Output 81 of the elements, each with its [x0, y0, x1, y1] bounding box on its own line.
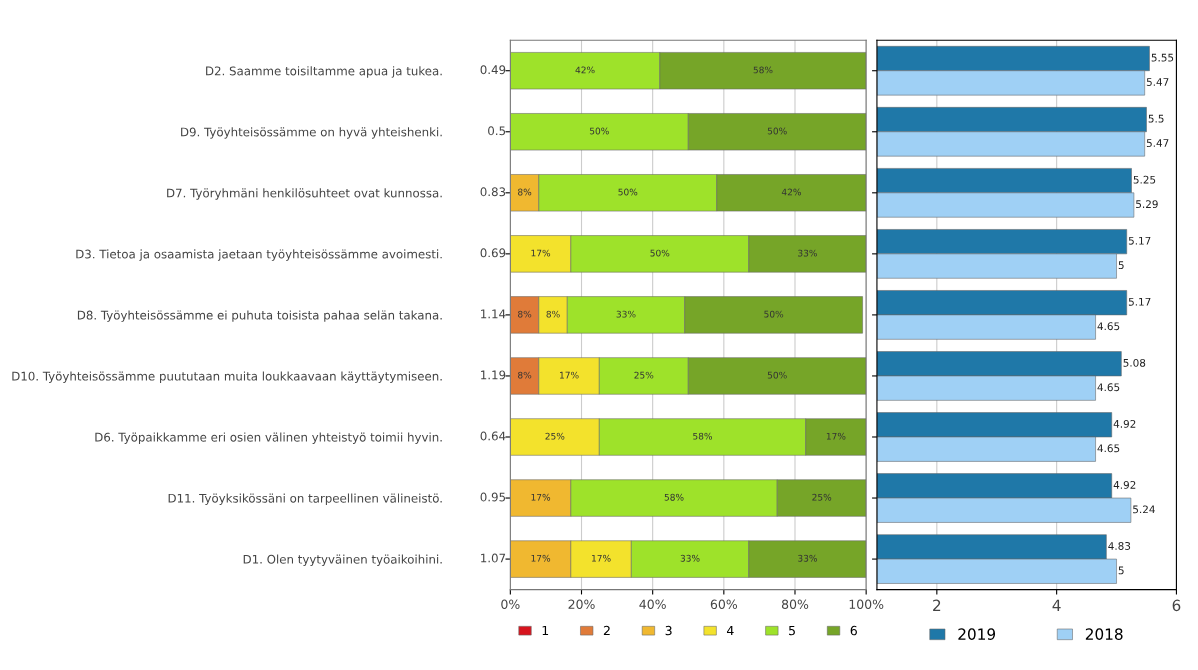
x-tick-label: 2 [933, 599, 941, 611]
text: 1.19 [481, 370, 506, 380]
legend-label: 2 [603, 625, 610, 636]
x-tick-label: 80% [781, 599, 809, 609]
data-label: 5.17 [1128, 297, 1151, 306]
data-label: 25% [545, 432, 565, 440]
y-tick-label: D7. Työryhmäni henkilösuhteet ovat kunnossa. [167, 188, 442, 200]
data-label: 4.83 [1108, 542, 1131, 550]
data-label: 33% [680, 554, 700, 562]
legend-label: 2018 [1085, 628, 1123, 640]
x-tick-label: 6 [1172, 599, 1181, 612]
data-label: 8% [518, 371, 532, 379]
data-label: 5.24 [1133, 505, 1155, 514]
x-tick-label: 60% [710, 599, 738, 609]
text: 0.64 [480, 431, 506, 441]
data-label: 5 [1118, 261, 1124, 270]
data-label: 17% [560, 371, 579, 379]
data-label: 42% [575, 66, 595, 74]
data-label: 17% [592, 554, 611, 562]
data-label: 5.5 [1148, 114, 1164, 123]
y-tick-label: D6. Työpaikkamme eri osien välinen yhteistyö toimii hyvin. [95, 432, 442, 444]
data-label: 4.65 [1097, 444, 1120, 453]
data-label: 8% [518, 188, 532, 196]
y-tick-label: D8. Työyhteisössämme ei puhuta toisista pahaa selän takana. [77, 310, 442, 322]
data-label: 4.92 [1113, 480, 1136, 489]
text: 1.07 [481, 553, 506, 563]
text: 0.49 [480, 65, 506, 75]
x-tick-label: 0% [501, 599, 520, 609]
x-tick-label: 100% [849, 599, 884, 609]
data-label: 17% [531, 493, 551, 501]
data-label: 58% [753, 66, 773, 74]
y-tick-label: D1. Olen tyytyväinen työaikoihini. [243, 554, 442, 567]
y-tick-label: D11. Työyksikössäni on tarpeellinen välineistö. [168, 493, 442, 505]
data-label: 17% [531, 249, 551, 257]
y-tick-label: D10. Työyhteisössämme puututaan muita loukkaavaan käyttäytymiseen. [12, 371, 442, 383]
text: 1.14 [481, 309, 506, 319]
data-label: 58% [693, 432, 713, 440]
data-label: 58% [664, 493, 684, 501]
data-label: 25% [634, 371, 654, 379]
text: 0.83 [480, 187, 506, 197]
data-label: 5.08 [1123, 358, 1146, 367]
data-label: 42% [781, 188, 801, 196]
data-label: 8% [518, 310, 532, 318]
data-label: 50% [618, 188, 638, 196]
data-label: 5.47 [1146, 139, 1169, 147]
data-label: 4.92 [1113, 419, 1136, 428]
y-tick-label: D2. Saamme toisiltamme apua ja tukea. [206, 66, 442, 78]
data-label: 8% [546, 310, 560, 318]
y-tick-label: D3. Tietoa ja osaamista jaetaan työyhteisössämme avoimesti. [76, 249, 442, 261]
legend-label: 6 [850, 625, 857, 636]
text: 0.95 [480, 492, 506, 502]
data-label: 50% [589, 127, 609, 135]
data-label: 4.65 [1097, 322, 1120, 331]
y-tick-label: D9. Työyhteisössämme on hyvä yhteishenki. [181, 127, 442, 139]
data-label: 5.17 [1128, 236, 1151, 245]
data-label: 17% [531, 554, 551, 562]
data-label: 17% [826, 432, 846, 440]
data-label: 50% [767, 371, 787, 379]
text: 0.5 [488, 126, 506, 136]
data-label: 4.65 [1097, 383, 1120, 392]
data-label: 33% [798, 554, 817, 562]
data-label: 50% [764, 310, 784, 318]
data-label: 50% [650, 249, 670, 257]
legend-label: 3 [665, 625, 672, 636]
data-label: 5 [1118, 566, 1124, 575]
data-label: 33% [616, 310, 636, 318]
legend-label: 5 [789, 625, 795, 636]
data-label: 25% [812, 493, 832, 501]
data-label: 5.29 [1136, 200, 1158, 209]
text: 0.69 [480, 248, 506, 258]
x-tick-label: 40% [639, 599, 666, 609]
data-label: 50% [767, 127, 787, 135]
legend-label: 2019 [958, 628, 996, 640]
x-tick-label: 20% [568, 599, 595, 609]
legend-label: 4 [726, 625, 734, 636]
data-label: 33% [798, 249, 817, 257]
legend-label: 1 [542, 625, 549, 636]
data-label: 5.25 [1133, 175, 1156, 184]
data-label: 5.55 [1151, 53, 1174, 62]
data-label: 5.47 [1146, 78, 1169, 86]
x-tick-label: 4 [1052, 599, 1061, 611]
